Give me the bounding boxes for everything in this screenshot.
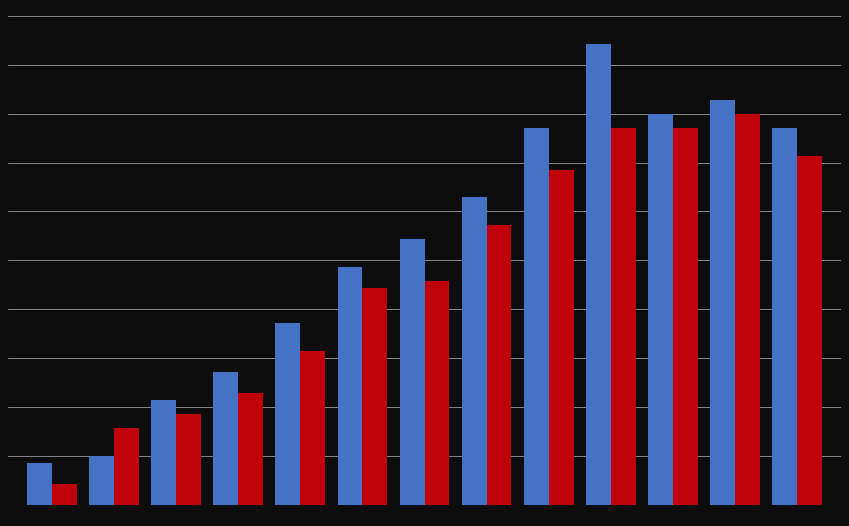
Bar	[213, 372, 239, 505]
Bar	[648, 114, 673, 505]
Bar	[735, 114, 760, 505]
Bar	[797, 156, 822, 505]
Bar	[424, 281, 449, 505]
Bar	[89, 456, 114, 505]
Bar	[673, 128, 698, 505]
Bar	[52, 484, 76, 505]
Bar	[239, 393, 263, 505]
Bar	[363, 288, 387, 505]
Bar	[400, 239, 424, 505]
Bar	[275, 323, 301, 505]
Bar	[462, 197, 486, 505]
Bar	[27, 463, 52, 505]
Bar	[486, 226, 511, 505]
Bar	[114, 428, 139, 505]
Bar	[586, 44, 610, 505]
Bar	[548, 169, 574, 505]
Bar	[773, 128, 797, 505]
Bar	[338, 267, 363, 505]
Bar	[610, 128, 636, 505]
Bar	[176, 414, 201, 505]
Bar	[710, 99, 735, 505]
Bar	[524, 128, 548, 505]
Bar	[151, 400, 176, 505]
Bar	[301, 351, 325, 505]
